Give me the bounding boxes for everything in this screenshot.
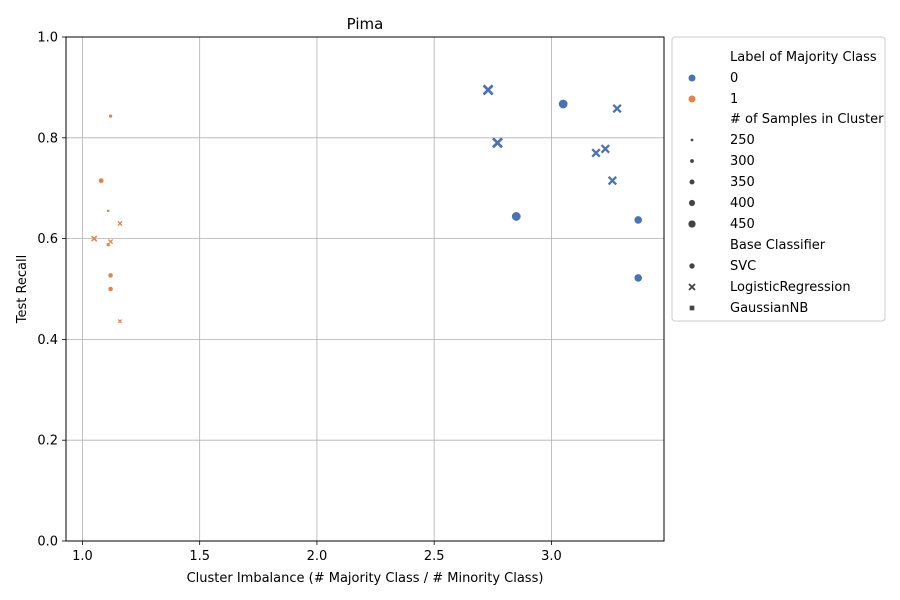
y-tick-label: 1.0 <box>37 31 58 46</box>
data-point <box>108 113 113 119</box>
data-point <box>106 242 111 247</box>
data-point <box>98 177 105 184</box>
x-tick-label: 1.0 <box>72 549 93 564</box>
legend-size-title: # of Samples in Cluster <box>730 112 884 127</box>
legend-size-marker <box>688 220 696 228</box>
data-point <box>117 220 123 227</box>
x-tick-label: 2.5 <box>424 549 445 564</box>
legend-hue-marker <box>688 74 696 82</box>
legend-style-label: GaussianNB <box>730 301 808 316</box>
data-point <box>633 273 643 283</box>
y-tick-label: 0.0 <box>37 535 58 550</box>
y-tick-label: 0.4 <box>37 333 58 348</box>
gridlines <box>66 36 664 542</box>
data-points <box>91 84 643 324</box>
data-point <box>107 272 114 279</box>
legend-hue-marker <box>688 95 696 103</box>
data-point <box>91 235 98 242</box>
data-point <box>558 99 569 110</box>
legend-hue-label: 0 <box>730 71 738 86</box>
data-point <box>607 176 617 186</box>
x-tick-label: 3.0 <box>541 549 562 564</box>
legend-style-label: LogisticRegression <box>730 280 851 295</box>
data-point <box>491 137 504 149</box>
legend-hue-title: Label of Majority Class <box>730 50 877 65</box>
x-tick-label: 1.5 <box>189 549 210 564</box>
legend-style-marker <box>689 305 695 311</box>
chart-title: Pima <box>347 15 384 33</box>
legend-size-label: 450 <box>730 217 755 232</box>
legend-frame <box>671 36 886 322</box>
legend-size-label: 300 <box>730 154 755 169</box>
y-tick-label: 0.8 <box>37 131 58 146</box>
legend-size-marker <box>689 179 695 185</box>
data-point <box>117 319 123 324</box>
data-point <box>106 209 110 213</box>
legend-size-label: 400 <box>730 196 755 211</box>
x-axis-ticks: 1.0 1.5 2.0 2.5 3.0 <box>72 541 562 564</box>
data-point <box>511 211 522 222</box>
legend: Label of Majority Class # of Samples in … <box>671 36 886 322</box>
legend-size-marker <box>688 199 696 207</box>
x-tick-label: 2.0 <box>307 549 328 564</box>
data-point <box>633 215 643 225</box>
data-point <box>482 84 494 96</box>
legend-style-marker <box>688 262 696 270</box>
legend-items: 0 1 250 300 350 400 450 SVC LogisticRegression Ga… <box>688 71 851 316</box>
data-point <box>107 286 114 292</box>
data-point <box>591 148 601 158</box>
y-axis-ticks: 0.0 0.2 0.4 0.6 0.8 1.0 <box>37 31 66 550</box>
data-point <box>612 103 622 114</box>
y-tick-label: 0.6 <box>37 232 58 247</box>
plot-frame <box>65 36 665 542</box>
x-axis-label: Cluster Imbalance (# Majority Class / # … <box>187 571 544 586</box>
legend-size-label: 350 <box>730 175 755 190</box>
legend-size-label: 250 <box>730 133 755 148</box>
data-point <box>600 144 610 154</box>
legend-size-marker <box>690 159 694 163</box>
legend-style-label: SVC <box>730 259 756 274</box>
legend-hue-label: 1 <box>730 92 738 107</box>
legend-style-title: Base Classifier <box>730 238 826 253</box>
y-axis-label: Test Recall <box>15 255 30 325</box>
legend-size-marker <box>690 138 694 142</box>
legend-style-marker <box>688 283 696 291</box>
y-tick-label: 0.2 <box>37 434 58 449</box>
